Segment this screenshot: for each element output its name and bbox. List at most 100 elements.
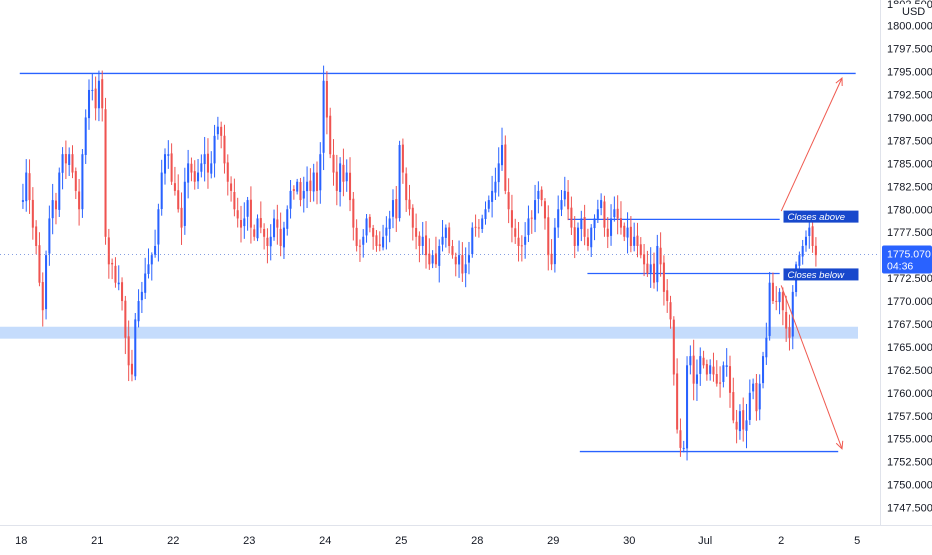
- current-price-value: 1775.070: [887, 249, 931, 261]
- date-tick-5: 25: [395, 535, 407, 547]
- candle-body-163: [560, 200, 563, 210]
- candle-body-109: [382, 236, 385, 248]
- candle-body-169: [580, 218, 583, 230]
- candle-body-101: [355, 227, 358, 246]
- candle-body-227: [771, 282, 774, 302]
- candle-body-40: [154, 245, 157, 255]
- candle-body-200: [682, 447, 685, 449]
- candle-body-167: [573, 227, 576, 246]
- candle-body-222: [755, 382, 758, 412]
- candle-body-191: [652, 263, 656, 283]
- candle-body-2: [28, 173, 31, 201]
- candle-body-61: [223, 135, 226, 164]
- candle-body-124: [431, 255, 434, 264]
- candle-body-223: [758, 383, 761, 410]
- candle-body-141: [487, 200, 490, 209]
- candle-body-16: [74, 171, 77, 191]
- candle-body-82: [292, 189, 295, 191]
- candle-body-89: [315, 172, 319, 191]
- candle-body-97: [342, 164, 345, 182]
- candle-body-78: [279, 228, 282, 246]
- candle-body-188: [643, 254, 646, 265]
- candle-body-19: [84, 117, 87, 155]
- date-tick-8: 30: [623, 535, 635, 547]
- candle-body-22: [94, 88, 97, 109]
- candle-body-47: [177, 190, 180, 210]
- date-tick-7: 29: [547, 535, 559, 547]
- candle-body-87: [309, 180, 312, 191]
- candle-body-120: [418, 235, 421, 246]
- candle-body-31: [124, 300, 127, 338]
- candle-body-238: [808, 227, 811, 237]
- candle-body-74: [266, 237, 269, 246]
- candle-body-175: [600, 200, 603, 209]
- candle-body-113: [395, 199, 398, 219]
- candle-body-189: [646, 263, 649, 274]
- candle-body-148: [510, 210, 513, 228]
- candle-body-7: [45, 255, 48, 310]
- price-tick-11: 1772.500: [887, 273, 932, 285]
- candle-body-121: [421, 236, 424, 246]
- candle-body-217: [738, 411, 741, 432]
- price-axis[interactable]: 1800.000 1797.500 1795.000 1792.500 1790.000…: [887, 0, 932, 515]
- candle-body-69: [249, 199, 252, 228]
- candle-body-77: [276, 219, 279, 228]
- candle-body-216: [735, 421, 738, 430]
- candle-body-208: [709, 365, 712, 374]
- candle-body-73: [263, 228, 266, 237]
- candle-body-24: [101, 79, 104, 109]
- candle-body-174: [596, 209, 599, 219]
- candle-body-95: [335, 171, 338, 191]
- candle-body-117: [408, 199, 411, 210]
- price-tick-5: 1787.500: [887, 135, 932, 147]
- candle-body-151: [520, 245, 523, 247]
- candle-body-54: [200, 163, 203, 172]
- candle-body-138: [477, 227, 480, 229]
- candle-body-192: [656, 245, 659, 283]
- time-axis[interactable]: 18 21 22 23 24 25 28 29 30 Jul 2 5: [15, 535, 860, 547]
- candle-body-183: [626, 227, 629, 238]
- candle-body-6: [41, 282, 44, 311]
- candle-body-32: [127, 336, 130, 366]
- candle-body-33: [130, 363, 133, 375]
- candle-body-94: [332, 154, 335, 173]
- candle-body-165: [567, 191, 570, 210]
- candle-body-177: [606, 228, 609, 237]
- candle-body-65: [236, 210, 239, 219]
- candle-body-155: [534, 200, 537, 220]
- candle-body-10: [54, 200, 57, 210]
- candle-body-145: [500, 145, 504, 166]
- candle-body-190: [649, 264, 652, 273]
- candle-body-135: [467, 255, 471, 263]
- candle-body-36: [140, 291, 143, 301]
- candle-body-83: [296, 181, 299, 192]
- price-tick-21: 1747.500: [887, 503, 932, 515]
- candle-body-26: [107, 237, 110, 265]
- candle-body-79: [282, 227, 285, 248]
- candle-body-204: [695, 374, 698, 384]
- candle-body-179: [613, 209, 616, 218]
- candle-body-37: [144, 273, 147, 293]
- demand-zone-layer: [0, 326, 858, 339]
- candle-body-178: [610, 218, 613, 236]
- price-tick-16: 1760.000: [887, 388, 932, 400]
- candle-body-235: [798, 255, 801, 266]
- candle-body-105: [368, 216, 371, 228]
- candle-body-181: [619, 218, 622, 228]
- candle-body-197: [672, 319, 675, 375]
- date-tick-1: 21: [91, 535, 103, 547]
- candle-body-62: [226, 162, 229, 182]
- price-tick-12: 1770.000: [887, 296, 932, 308]
- candle-body-8: [48, 218, 51, 254]
- candle-body-102: [358, 245, 361, 247]
- candle-body-93: [329, 115, 332, 155]
- candle-body-60: [220, 126, 223, 136]
- candle-body-128: [444, 227, 447, 238]
- note-box-0: [783, 210, 859, 223]
- candle-body-176: [603, 201, 606, 228]
- candle-body-214: [728, 366, 732, 393]
- candle-body-66: [239, 220, 243, 228]
- candle-body-110: [385, 227, 388, 236]
